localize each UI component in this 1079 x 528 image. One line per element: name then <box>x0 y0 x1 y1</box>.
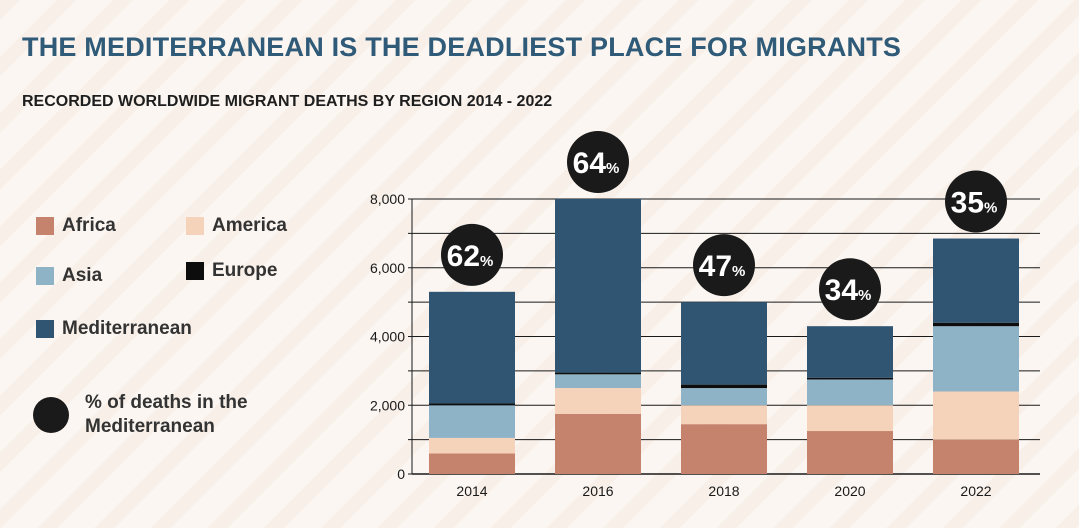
percent-label: 64% <box>573 147 620 180</box>
legend-label-asia: Asia <box>62 265 103 286</box>
legend-label-africa: Africa <box>62 215 116 236</box>
bar-segment-america <box>681 405 767 425</box>
bar-segment-africa <box>933 439 1019 474</box>
bar-segment-africa <box>555 413 641 474</box>
y-tick-label: 4,000 <box>370 329 405 345</box>
legend-circle-icon <box>33 397 69 433</box>
legend-item-europe: Europe <box>186 260 277 282</box>
bar-segment-mediterranean <box>807 326 893 378</box>
bar-segment-europe <box>681 384 767 389</box>
legend-swatch-africa <box>36 217 54 235</box>
legend-item-america: America <box>186 215 287 237</box>
legend-item-percent: % of deaths in the Mediterranean <box>33 391 295 439</box>
legend-label-europe: Europe <box>212 260 278 281</box>
percent-circle <box>441 223 503 286</box>
x-tick-label: 2018 <box>708 483 739 499</box>
bar-segment-africa <box>429 453 515 474</box>
bar-segment-mediterranean <box>429 291 515 404</box>
percent-circle <box>819 258 881 321</box>
bar-segment-mediterranean <box>681 302 767 385</box>
chart-subtitle: RECORDED WORLDWIDE MIGRANT DEATHS BY REG… <box>22 93 553 110</box>
bar-segment-asia <box>429 405 515 438</box>
bar-segment-america <box>807 405 893 432</box>
bar-segment-asia <box>807 379 893 406</box>
legend-item-africa: Africa <box>36 215 116 237</box>
y-tick-label: 0 <box>397 466 405 482</box>
bar-segment-america <box>429 437 515 454</box>
percent-circle <box>945 170 1007 233</box>
bar-segment-europe <box>429 403 515 406</box>
legend-label-america: America <box>212 215 287 236</box>
percent-label: 47% <box>699 250 746 283</box>
y-tick-label: 6,000 <box>370 260 405 276</box>
legend-swatch-asia <box>36 267 54 285</box>
legend-label-mediterranean: Mediterranean <box>62 318 192 339</box>
x-tick-label: 2022 <box>960 483 991 499</box>
percent-circle <box>693 234 755 297</box>
y-tick-label: 8,000 <box>370 191 405 207</box>
bar-segment-asia <box>933 326 1019 392</box>
x-tick-label: 2020 <box>834 483 865 499</box>
bar-segment-europe <box>933 322 1019 327</box>
bar-segment-africa <box>681 424 767 474</box>
percent-label: 34% <box>825 274 872 307</box>
bar-segment-america <box>555 388 641 414</box>
x-tick-label: 2014 <box>456 483 487 499</box>
bar-segment-mediterranean <box>555 199 641 373</box>
y-tick-label: 2,000 <box>370 397 405 413</box>
chart-title: THE MEDITERRANEAN IS THE DEADLIEST PLACE… <box>22 32 902 62</box>
legend-swatch-mediterranean <box>36 320 54 338</box>
bar-segment-america <box>933 391 1019 440</box>
bar-segment-europe <box>807 377 893 380</box>
percent-circle <box>567 131 629 193</box>
legend-item-mediterranean: Mediterranean <box>36 318 192 340</box>
bar-segment-asia <box>555 374 641 389</box>
percent-label: 62% <box>447 240 494 273</box>
legend-swatch-europe <box>186 262 204 280</box>
bar-segment-europe <box>555 372 641 375</box>
legend-label-percent: % of deaths in the Mediterranean <box>85 392 248 437</box>
bar-segment-africa <box>807 431 893 474</box>
legend-swatch-america <box>186 217 204 235</box>
legend-item-asia: Asia <box>36 265 102 287</box>
percent-label: 35% <box>951 187 998 220</box>
bar-segment-asia <box>681 388 767 406</box>
bar-segment-mediterranean <box>933 238 1019 323</box>
x-tick-label: 2016 <box>582 483 613 499</box>
